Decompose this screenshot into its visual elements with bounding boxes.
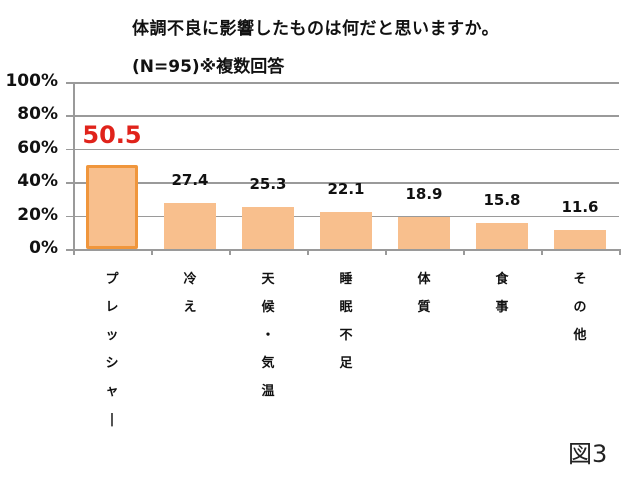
bar: [554, 229, 606, 249]
data-label: 25.3: [249, 174, 287, 193]
x-tick: [229, 249, 231, 255]
y-tick-label: 80%: [17, 104, 58, 125]
x-category-label: プレッシャ |: [105, 272, 119, 427]
y-tick: [66, 148, 74, 151]
gridline: [73, 182, 619, 184]
data-label: 50.5: [82, 120, 142, 149]
y-tick: [66, 115, 74, 117]
gridline: [73, 249, 619, 251]
y-tick: [66, 215, 74, 218]
x-tick: [307, 249, 309, 255]
x-category-label: 睡眠不足: [339, 272, 353, 371]
chart-title: 体調不良に影響したものは何だと思いますか。: [132, 19, 500, 39]
y-tick-label: 20%: [17, 204, 58, 225]
data-label: 18.9: [405, 185, 443, 204]
bar: [86, 164, 138, 249]
x-category-label: 天候・気温: [261, 272, 275, 399]
x-tick: [73, 249, 75, 255]
bar: [398, 217, 450, 249]
data-label: 15.8: [483, 190, 521, 209]
chart-subtitle: (N=95)※複数回答: [132, 57, 285, 77]
bar: [476, 222, 528, 249]
gridline: [73, 115, 619, 117]
data-label: 11.6: [561, 197, 599, 216]
x-tick: [385, 249, 387, 255]
bar: [242, 206, 294, 249]
x-category-label: その他: [573, 272, 587, 343]
data-label: 27.4: [171, 171, 209, 190]
y-tick: [66, 182, 74, 184]
x-tick: [463, 249, 465, 255]
y-tick-label: 100%: [5, 71, 58, 91]
figure-number: 図3: [568, 440, 608, 468]
y-tick-label: 60%: [17, 137, 58, 158]
gridline: [73, 82, 619, 84]
y-axis-line: [73, 82, 75, 255]
bar: [164, 203, 216, 249]
bar: [320, 212, 372, 249]
x-tick: [151, 249, 153, 255]
gridline: [73, 148, 619, 151]
x-category-label: 冷え: [183, 272, 197, 315]
x-category-label: 食事: [495, 272, 509, 315]
y-tick: [66, 249, 74, 251]
x-category-label: 体質: [417, 272, 431, 315]
y-tick-label: 40%: [17, 171, 58, 192]
y-tick: [66, 82, 74, 84]
x-tick: [541, 249, 543, 255]
data-label: 22.1: [327, 180, 365, 199]
y-tick-label: 0%: [29, 238, 58, 258]
x-tick: [619, 249, 621, 255]
